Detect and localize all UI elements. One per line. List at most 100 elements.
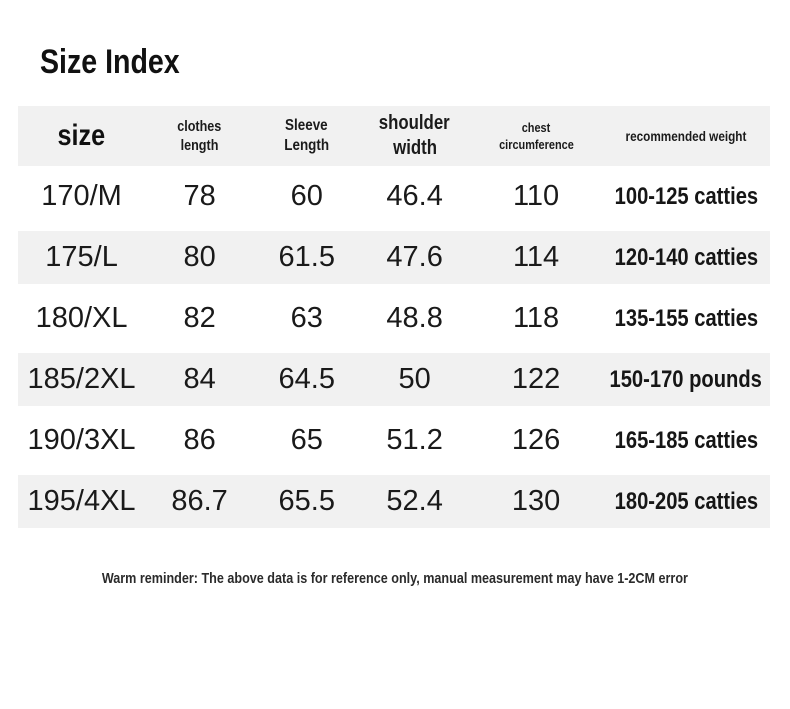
table-row: 190/3XL 86 65 51.2 126 165-185 catties [18,410,770,471]
cell-size-value: 190/3XL [27,424,136,456]
cell-sleeve-length-value: 61.5 [278,241,335,273]
cell-chest-circumference: 118 [470,302,602,335]
footer-note: Warm reminder: The above data is for ref… [0,570,790,587]
header-shoulder-width: shoulder width [359,111,470,161]
cell-clothes-length-value: 78 [183,180,216,212]
cell-clothes-length: 78 [145,180,254,213]
cell-sleeve-length-value: 65 [290,424,323,456]
cell-recommended-weight: 120-140 catties [602,244,770,272]
cell-sleeve-length-value: 60 [290,180,323,212]
cell-sleeve-length-value: 65.5 [278,485,335,517]
cell-recommended-weight: 180-205 catties [602,488,770,516]
size-chart-page: Size Index size clothes length Sleeve Le… [0,42,790,587]
header-shoulder-width-line1: shoulder [379,112,451,134]
header-chest-circumference-line1: chest [521,120,551,135]
cell-clothes-length-value: 86.7 [171,485,228,517]
cell-size: 190/3XL [18,424,145,457]
cell-chest-circumference: 122 [470,363,602,396]
cell-clothes-length: 84 [145,363,254,396]
header-recommended-weight: recommended weight [602,128,770,144]
cell-chest-circumference-value: 118 [512,302,560,334]
cell-sleeve-length-value: 63 [290,302,323,334]
page-title: Size Index [40,42,790,82]
cell-clothes-length-value: 84 [183,363,216,395]
cell-shoulder-width-value: 47.6 [386,241,443,273]
header-size-label: size [57,119,106,152]
header-size: size [18,119,145,153]
cell-sleeve-length: 64.5 [254,363,359,396]
cell-sleeve-length: 65.5 [254,485,359,518]
cell-shoulder-width: 46.4 [359,180,470,213]
cell-chest-circumference-value: 130 [511,485,561,517]
cell-shoulder-width-value: 51.2 [386,424,443,456]
cell-shoulder-width: 52.4 [359,485,470,518]
header-shoulder-width-line2: width [392,137,437,159]
cell-shoulder-width: 48.8 [359,302,470,335]
cell-sleeve-length: 65 [254,424,359,457]
header-recommended-weight-label: recommended weight [625,128,747,144]
cell-chest-circumference-value: 122 [511,363,561,395]
table-row: 170/M 78 60 46.4 110 100-125 catties [18,166,770,227]
cell-chest-circumference-value: 110 [512,180,560,212]
cell-chest-circumference: 130 [470,485,602,518]
cell-clothes-length-value: 80 [183,241,216,273]
header-clothes-length-line2: length [180,137,219,154]
cell-shoulder-width-value: 52.4 [386,485,443,517]
cell-shoulder-width-value: 46.4 [386,180,443,212]
cell-chest-circumference-value: 114 [512,241,560,273]
table-row: 185/2XL 84 64.5 50 122 150-170 pounds [18,349,770,410]
cell-recommended-weight-value: 135-155 catties [614,304,758,332]
cell-recommended-weight-value: 165-185 catties [614,426,758,454]
cell-clothes-length: 82 [145,302,254,335]
cell-size: 175/L [18,241,145,274]
cell-sleeve-length: 60 [254,180,359,213]
cell-recommended-weight: 100-125 catties [602,183,770,211]
header-chest-circumference-line2: circumference [498,137,574,152]
cell-recommended-weight-value: 100-125 catties [614,182,758,210]
header-chest-circumference: chest circumference [470,119,602,153]
cell-size: 180/XL [18,302,145,335]
cell-clothes-length-value: 82 [183,302,216,334]
cell-sleeve-length: 63 [254,302,359,335]
cell-chest-circumference: 110 [470,180,602,213]
header-clothes-length: clothes length [145,117,254,155]
cell-recommended-weight: 165-185 catties [602,427,770,455]
cell-clothes-length-value: 86 [183,424,216,456]
cell-recommended-weight-value: 150-170 pounds [609,365,763,393]
cell-sleeve-length: 61.5 [254,241,359,274]
cell-chest-circumference-value: 126 [511,424,561,456]
cell-sleeve-length-value: 64.5 [278,363,335,395]
cell-shoulder-width: 47.6 [359,241,470,274]
size-table: size clothes length Sleeve Length should… [18,106,770,532]
cell-size-value: 180/XL [35,302,128,334]
cell-size: 195/4XL [18,485,145,518]
table-body: 170/M 78 60 46.4 110 100-125 catties 175/L 80 61… [18,166,770,532]
cell-size-value: 185/2XL [27,363,136,395]
cell-size-value: 195/4XL [27,485,136,517]
cell-size-value: 175/L [45,241,118,273]
table-row: 180/XL 82 63 48.8 118 135-155 catties [18,288,770,349]
cell-recommended-weight: 150-170 pounds [602,366,770,394]
page-title-text: Size Index [40,43,180,81]
header-clothes-length-line1: clothes [177,118,222,135]
header-sleeve-length-line2: Length [284,137,330,154]
cell-recommended-weight-value: 180-205 catties [614,487,758,515]
cell-shoulder-width: 50 [359,363,470,396]
cell-chest-circumference: 126 [470,424,602,457]
cell-recommended-weight: 135-155 catties [602,305,770,333]
cell-shoulder-width-value: 50 [398,363,431,395]
cell-shoulder-width: 51.2 [359,424,470,457]
footer-note-text: Warm reminder: The above data is for ref… [101,570,689,587]
cell-clothes-length: 86 [145,424,254,457]
table-header-row: size clothes length Sleeve Length should… [18,106,770,166]
cell-recommended-weight-value: 120-140 catties [614,243,758,271]
table-row: 175/L 80 61.5 47.6 114 120-140 catties [18,227,770,288]
cell-shoulder-width-value: 48.8 [386,302,443,334]
cell-size: 185/2XL [18,363,145,396]
cell-size: 170/M [18,180,145,213]
cell-size-value: 170/M [41,180,122,212]
table-row: 195/4XL 86.7 65.5 52.4 130 180-205 catties [18,471,770,532]
cell-chest-circumference: 114 [470,241,602,274]
cell-clothes-length: 86.7 [145,485,254,518]
cell-clothes-length: 80 [145,241,254,274]
